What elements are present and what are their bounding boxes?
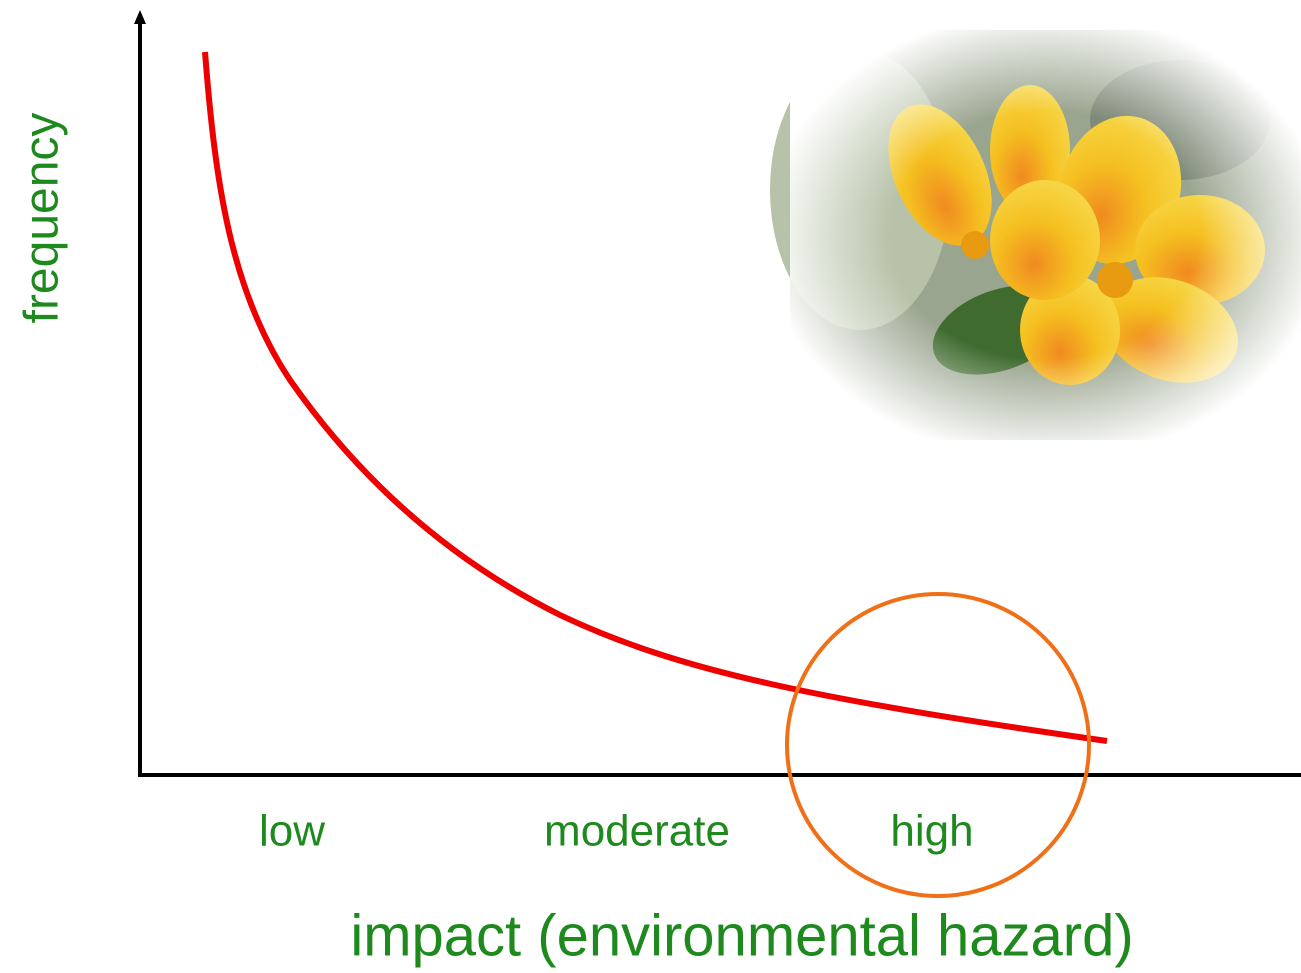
flower-photo	[770, 30, 1301, 440]
y-axis-arrow	[134, 10, 146, 24]
x-category: moderate	[544, 807, 730, 856]
curve	[202, 51, 1108, 744]
highlight-circle	[785, 592, 1091, 898]
x-category: high	[890, 807, 973, 856]
x-axis-label: impact (environmental hazard)	[350, 903, 1133, 968]
y-axis-label: frequency	[16, 113, 69, 324]
x-category: low	[259, 807, 325, 856]
